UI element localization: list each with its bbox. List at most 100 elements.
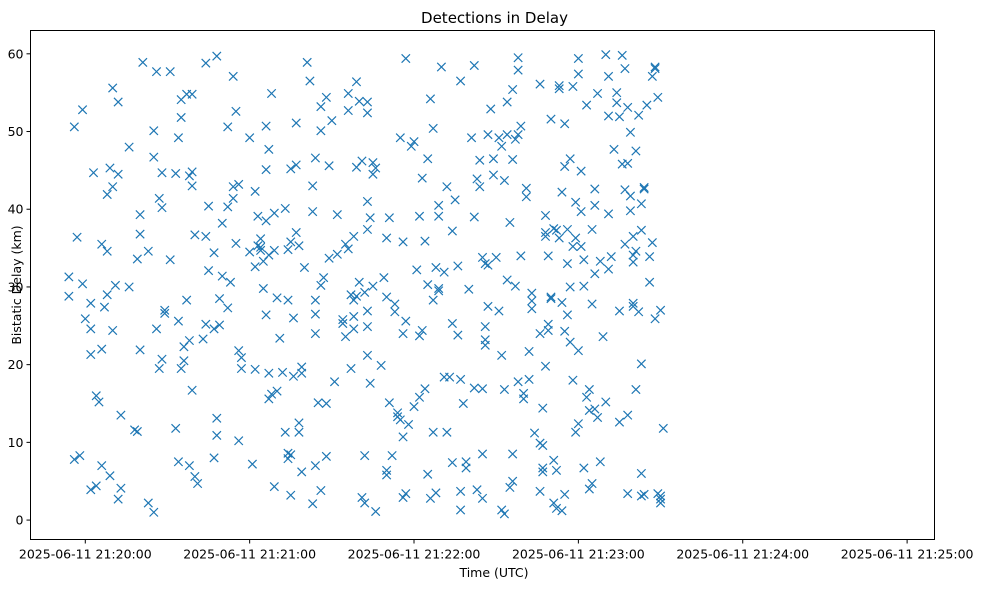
data-point-marker <box>332 249 342 259</box>
data-point-marker <box>187 181 197 191</box>
data-point-marker <box>565 282 575 292</box>
data-point-marker <box>576 206 586 217</box>
data-point-marker <box>305 76 315 86</box>
data-point-marker <box>105 163 115 173</box>
data-point-marker <box>368 157 378 168</box>
data-point-marker <box>620 63 630 74</box>
data-point-marker <box>250 186 260 196</box>
data-point-marker <box>398 237 408 247</box>
data-point-marker <box>458 398 468 409</box>
data-point-marker <box>560 326 570 336</box>
data-point-marker <box>634 307 644 317</box>
data-point-marker <box>228 193 238 203</box>
data-point-marker <box>650 62 660 72</box>
data-point-marker <box>264 394 274 404</box>
y-tick-label: 0 <box>16 513 24 528</box>
data-point-marker <box>406 141 416 151</box>
data-point-marker <box>223 303 233 313</box>
data-point-marker <box>266 389 277 399</box>
data-point-marker <box>554 84 564 94</box>
data-point-marker <box>343 105 353 116</box>
data-point-marker <box>360 498 370 508</box>
data-point-marker <box>354 96 364 106</box>
data-point-marker <box>324 161 334 171</box>
data-point-marker <box>99 302 110 312</box>
data-point-marker <box>658 423 668 433</box>
data-point-marker <box>371 163 381 173</box>
data-point-marker <box>381 233 392 243</box>
data-point-marker <box>113 494 123 504</box>
data-point-marker <box>190 471 200 482</box>
data-point-marker <box>310 461 321 471</box>
data-point-marker <box>387 450 397 461</box>
data-point-marker <box>434 286 444 296</box>
data-point-marker <box>302 57 312 67</box>
data-point-marker <box>209 453 219 463</box>
data-point-marker <box>625 191 636 201</box>
data-point-marker <box>450 195 460 205</box>
data-point-marker <box>308 181 318 191</box>
data-point-marker <box>562 224 573 235</box>
data-point-marker <box>455 486 466 496</box>
data-point-marker <box>258 283 268 294</box>
data-point-marker <box>247 459 258 469</box>
x-tick-label: 2025-06-11 21:22:00 <box>348 547 481 562</box>
data-point-marker <box>546 292 556 302</box>
data-point-marker <box>453 261 463 271</box>
data-point-marker <box>650 314 660 324</box>
data-point-marker <box>551 225 562 235</box>
data-point-marker <box>423 154 433 164</box>
data-point-marker <box>508 449 518 459</box>
data-point-marker <box>171 423 181 433</box>
data-point-marker <box>420 236 430 246</box>
data-point-marker <box>623 489 633 499</box>
data-point-marker <box>647 71 657 81</box>
data-point-marker <box>91 481 101 491</box>
data-point-marker <box>365 378 375 388</box>
data-point-marker <box>502 130 512 140</box>
data-point-marker <box>442 182 452 192</box>
data-point-marker <box>557 506 567 516</box>
data-point-marker <box>595 457 605 467</box>
data-point-marker <box>527 288 537 298</box>
data-point-marker <box>510 134 520 144</box>
data-point-marker <box>275 333 285 343</box>
data-point-marker <box>505 482 515 493</box>
data-point-marker <box>223 202 233 212</box>
data-point-marker <box>538 463 548 473</box>
data-point-marker <box>129 425 140 435</box>
data-point-marker <box>516 121 526 131</box>
data-point-marker <box>428 295 438 305</box>
data-point-marker <box>636 199 647 209</box>
data-point-marker <box>362 321 373 332</box>
data-point-marker <box>214 293 225 304</box>
data-point-marker <box>231 106 241 116</box>
data-point-marker <box>573 69 584 79</box>
data-point-marker <box>173 457 184 467</box>
data-point-marker <box>571 233 581 243</box>
data-point-marker <box>318 272 329 283</box>
data-point-marker <box>381 465 392 475</box>
data-point-marker <box>609 144 619 155</box>
data-point-marker <box>486 104 496 114</box>
data-point-marker <box>269 482 279 492</box>
data-point-marker <box>77 279 88 289</box>
data-point-marker <box>653 92 663 102</box>
x-tick-label: 2025-06-11 21:24:00 <box>676 547 809 562</box>
data-point-marker <box>108 83 118 93</box>
data-point-marker <box>434 200 444 210</box>
data-point-marker <box>505 217 515 228</box>
data-point-marker <box>324 253 334 263</box>
data-point-marker <box>401 316 411 326</box>
data-point-marker <box>508 476 518 486</box>
data-point-marker <box>472 174 482 184</box>
data-point-marker <box>86 298 96 308</box>
data-point-marker <box>160 305 170 315</box>
data-point-marker <box>601 49 611 60</box>
data-point-marker <box>362 108 373 118</box>
data-point-marker <box>639 489 649 500</box>
data-point-marker <box>108 182 118 192</box>
data-point-marker <box>628 298 638 308</box>
data-point-marker <box>617 50 627 60</box>
